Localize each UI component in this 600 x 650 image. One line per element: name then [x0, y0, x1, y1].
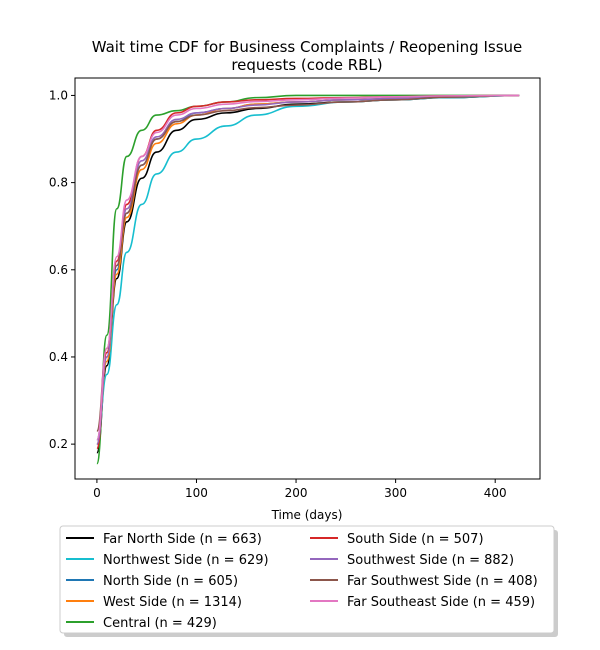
plot-frame [74, 77, 541, 480]
series-line-0 [96, 94, 520, 454]
y-tick-label: 0.2 [49, 437, 68, 451]
legend-label: Far Southeast Side (n = 459) [347, 595, 535, 610]
legend-items: Far North Side (n = 663) Northwest Side (… [66, 532, 538, 631]
y-tick-label: 0.6 [49, 263, 68, 277]
y-axis: 0.2 0.4 0.6 0.8 1.0 [49, 88, 75, 451]
series-line-5 [96, 94, 520, 450]
legend-label: Far North Side (n = 663) [103, 532, 262, 547]
y-tick-label: 0.4 [49, 350, 68, 364]
x-tick-label: 200 [285, 486, 308, 500]
x-axis: 0 100 200 300 400 [93, 479, 507, 500]
legend-label: Central (n = 429) [103, 616, 217, 631]
x-tick-label: 0 [93, 486, 101, 500]
series-line-2 [96, 94, 520, 441]
series-line-3 [96, 94, 520, 445]
legend-label: West Side (n = 1314) [103, 595, 242, 610]
series-line-7 [96, 94, 520, 432]
legend-box [59, 525, 555, 634]
legend-label: Far Southwest Side (n = 408) [347, 574, 538, 589]
y-tick-label: 1.0 [49, 88, 68, 102]
legend-label: Southwest Side (n = 882) [347, 553, 514, 568]
chart-title: Wait time CDF for Business Complaints / … [92, 38, 523, 56]
series-line-8 [96, 94, 520, 441]
y-tick-label: 0.8 [49, 176, 68, 190]
series-line-6 [96, 94, 520, 445]
series-line-1 [96, 94, 520, 445]
legend-label: Northwest Side (n = 629) [103, 553, 269, 568]
legend-label: North Side (n = 605) [103, 574, 238, 589]
plot-lines [96, 94, 520, 465]
chart-subtitle: requests (code RBL) [231, 56, 382, 74]
x-axis-label: Time (days) [271, 508, 343, 522]
x-tick-label: 100 [185, 486, 208, 500]
legend: Far North Side (n = 663) Northwest Side (… [59, 525, 558, 637]
legend-label: South Side (n = 507) [347, 532, 484, 547]
x-tick-label: 300 [384, 486, 407, 500]
x-tick-label: 400 [484, 486, 507, 500]
